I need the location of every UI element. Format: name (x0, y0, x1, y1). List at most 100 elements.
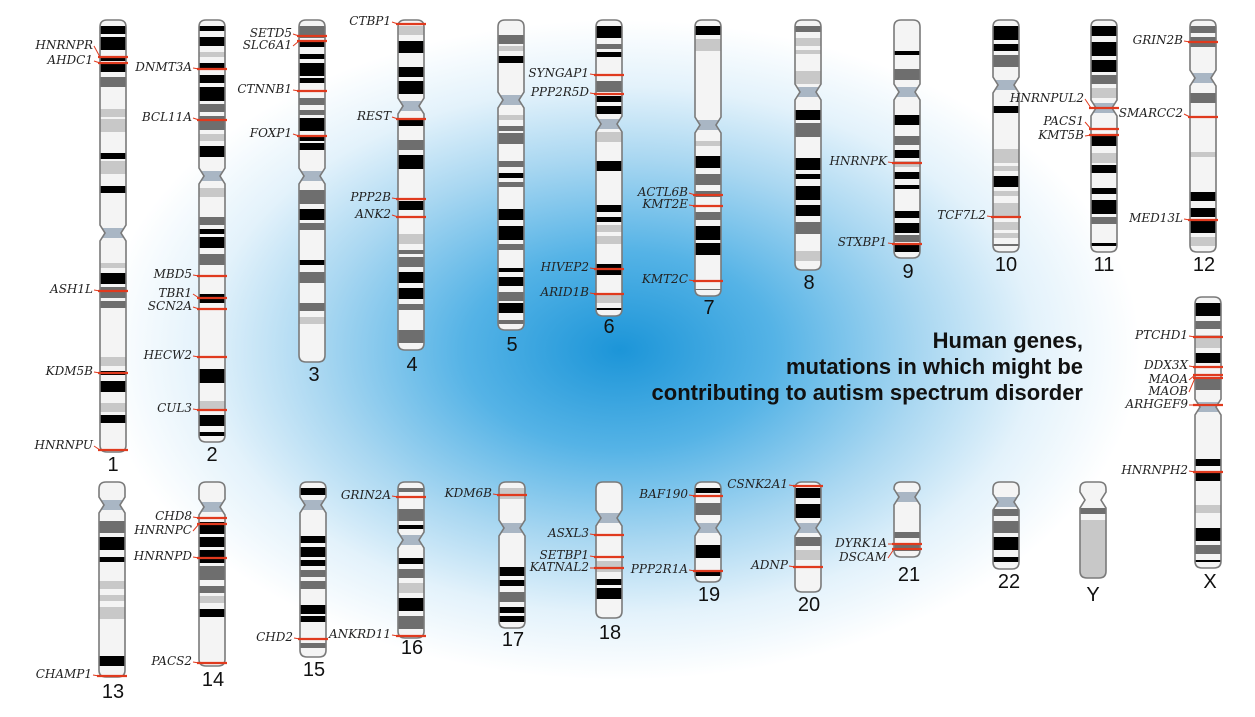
chromosome-band (894, 172, 920, 179)
chromosome-band (596, 225, 622, 232)
chromosome-band (499, 488, 525, 499)
chromosome-outline (992, 19, 1020, 253)
chromosome-band (1091, 153, 1117, 163)
gene-leader-smarcc2 (1183, 113, 1191, 118)
chromosome-band (398, 558, 424, 564)
gene-leader-setd5 (292, 33, 300, 37)
gene-label-asxl3: ASXL3 (547, 526, 589, 540)
gene-label-maob: MAOB (1147, 384, 1188, 398)
chromosome-band (100, 357, 126, 366)
chromosome-band (596, 81, 622, 92)
chromosome-band (795, 488, 821, 498)
chromosome-number-9: 9 (902, 261, 913, 283)
chromosome-band (1195, 545, 1221, 554)
title-line-2: mutations in which might be (786, 354, 1083, 379)
gene-leader-kdm6b (492, 493, 500, 496)
chromosome-outline (794, 481, 822, 593)
centromere (795, 523, 821, 533)
chromosome-band (199, 237, 225, 248)
chromosome-band (596, 588, 622, 599)
chromosome-band (993, 176, 1019, 187)
chromosome-band (894, 51, 920, 55)
gene-leader-adnp (788, 565, 796, 568)
gene-label-grin2a: GRIN2A (341, 488, 391, 502)
chromosome-band (596, 52, 622, 57)
chromosome-band (299, 63, 325, 76)
chromosome-band (398, 257, 424, 267)
gene-label-hnrnph2: HNRNPH2 (1120, 463, 1188, 477)
chromosome-number-11: 11 (1094, 254, 1115, 276)
chromosome-band (100, 77, 126, 87)
gene-leader-hnrnpk (887, 161, 895, 164)
chromosome-band (1091, 243, 1117, 246)
chromosome-band (199, 116, 225, 130)
chromosome-band (1195, 353, 1221, 363)
gene-label-stxbp1: STXBP1 (838, 235, 887, 249)
chromosome-band (99, 521, 125, 533)
chromosome-band (993, 521, 1019, 533)
gene-label-pacs2: PACS2 (150, 654, 192, 668)
chromosome-band (300, 536, 326, 543)
chromosome-band (498, 320, 524, 324)
chromosome-band (100, 153, 126, 159)
chromosome-band (498, 209, 524, 220)
chromosome-band (894, 532, 920, 538)
gene-label-setbp1: SETBP1 (539, 548, 589, 562)
gene-leader-hnrnph2 (1188, 470, 1196, 473)
chromosome-band (795, 504, 821, 518)
chromosome-number-18: 18 (599, 622, 621, 644)
chromosome-outline (694, 19, 722, 297)
gene-leader-grin2a (391, 495, 399, 498)
chromosome-17: KDM6B 17 (444, 481, 527, 651)
centromere (993, 497, 1019, 507)
gene-leader-kmt2c (688, 279, 696, 282)
centromere (795, 87, 821, 97)
gene-leader-ppp2b (391, 197, 399, 200)
gene-leader-hnrnpc (192, 523, 200, 532)
chromosome-number-2: 2 (206, 444, 217, 466)
chromosome-outline (794, 19, 822, 271)
chromosome-band (299, 110, 325, 115)
gene-leader-ank2 (391, 214, 399, 218)
gene-label-actl6b: ACTL6B (637, 185, 688, 199)
chromosome-band (993, 44, 1019, 51)
chromosome-band (199, 609, 225, 617)
chromosome-band (300, 547, 326, 557)
gene-leader-kmt5b (1084, 134, 1092, 137)
chromosome-band (398, 41, 424, 53)
gene-label-dscam: DSCAM (838, 550, 888, 564)
chromosome-outline (595, 481, 623, 619)
chromosome-outline (498, 481, 526, 629)
gene-label-arid1b: ARID1B (539, 285, 589, 299)
gene-label-kdm6b: KDM6B (444, 486, 493, 500)
gene-label-tcf7l2: TCF7L2 (937, 208, 986, 222)
chromosome-band (498, 303, 524, 313)
chromosome-band (1195, 379, 1221, 390)
chromosome-band (993, 509, 1019, 516)
chromosome-band (498, 115, 524, 120)
chromosome-number-17: 17 (502, 629, 524, 651)
chromosome-band (596, 106, 622, 114)
chromosome-band (199, 550, 225, 563)
centromere (398, 535, 424, 545)
chromosome-band (299, 118, 325, 131)
gene-leader-chd2 (293, 637, 301, 640)
chromosome-band (1195, 459, 1221, 466)
chromosome-band (695, 141, 721, 146)
chromosome-band (99, 581, 125, 589)
chromosome-band (498, 244, 524, 250)
chromosome-band (99, 557, 125, 562)
chromosome-band (498, 268, 524, 272)
chromosome-band (398, 304, 424, 310)
gene-label-med13l: MED13L (1128, 211, 1183, 225)
chromosome-band (398, 250, 424, 254)
gene-label-ppp2b: PPP2B (349, 190, 391, 204)
chromosome-band (398, 288, 424, 299)
gene-label-chd2: CHD2 (256, 630, 293, 644)
chromosome-Y: Y (1079, 481, 1107, 606)
gene-label-chd8: CHD8 (155, 509, 192, 523)
chromosome-band (596, 96, 622, 102)
chromosome-band (1195, 505, 1221, 513)
